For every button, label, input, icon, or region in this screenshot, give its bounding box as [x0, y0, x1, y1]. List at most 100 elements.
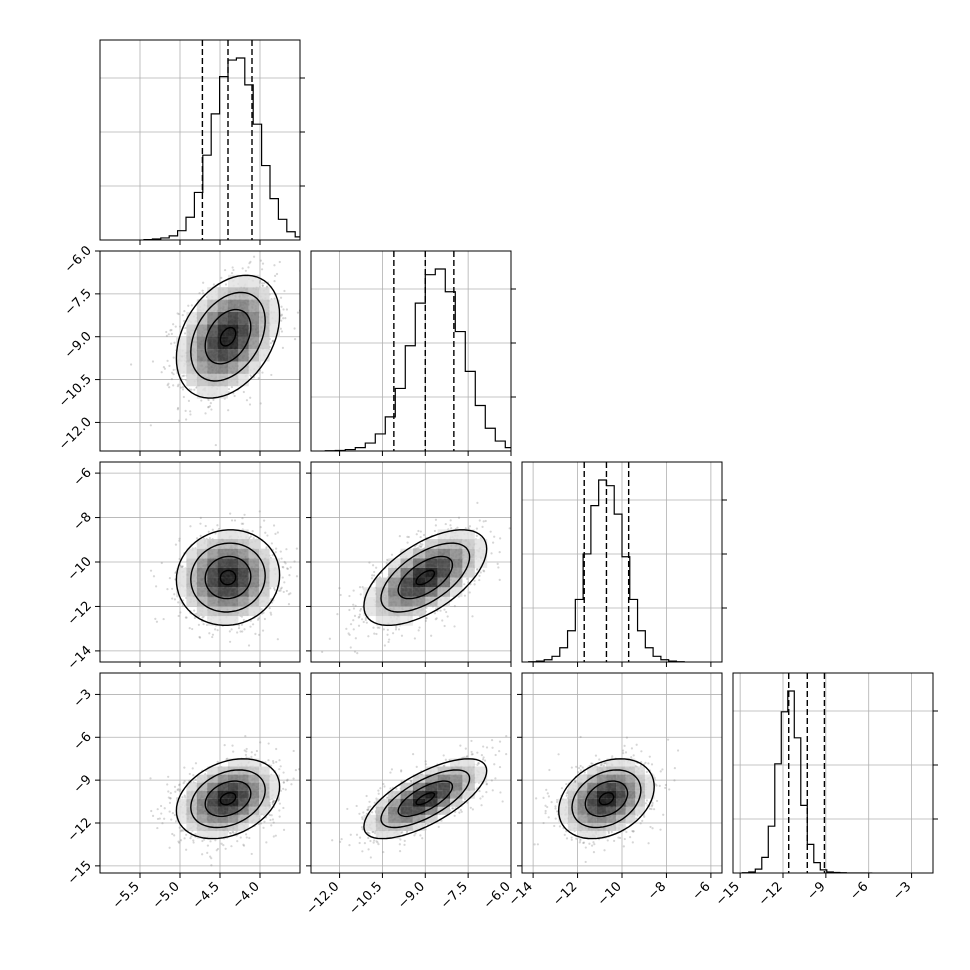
sample-point: [518, 527, 520, 529]
sample-point: [262, 611, 265, 614]
histogram-frame: [732, 672, 934, 874]
sample-point: [345, 627, 348, 630]
sample-point: [271, 340, 274, 343]
density-cell: [462, 567, 475, 578]
density-cell: [259, 548, 270, 559]
sample-point: [228, 630, 231, 633]
density-cell: [228, 616, 239, 626]
sample-point: [279, 550, 282, 553]
density-cell: [248, 548, 260, 559]
sample-point: [227, 409, 230, 412]
sample-point: [471, 615, 474, 618]
histogram-frame: [99, 39, 301, 241]
sample-point: [216, 629, 219, 632]
density-cell: [228, 311, 239, 325]
sample-point: [481, 525, 484, 528]
sample-point: [274, 551, 277, 554]
density-cell: [238, 529, 249, 540]
sample-point: [227, 391, 230, 394]
sample-point: [165, 334, 168, 337]
density-cell: [269, 567, 280, 578]
density-cell: [437, 577, 451, 588]
density-cell: [196, 567, 208, 578]
density-cell: [228, 336, 239, 350]
sample-point: [352, 619, 355, 622]
scatter-panel-2-0: [99, 461, 301, 663]
sample-point: [181, 386, 185, 389]
sample-point: [386, 633, 389, 636]
sample-point: [270, 824, 273, 827]
sample-point: [202, 537, 205, 540]
sample-point: [439, 609, 442, 612]
sample-point: [293, 338, 297, 341]
sample-point: [478, 578, 481, 582]
sample-point: [278, 589, 281, 592]
sample-point: [387, 640, 390, 644]
sample-point: [274, 532, 277, 535]
density-cell: [248, 287, 260, 300]
sample-point: [194, 832, 197, 836]
sample-point: [170, 818, 173, 821]
density-cell: [238, 539, 249, 549]
sample-point: [284, 316, 287, 320]
density-cell: [248, 587, 260, 597]
sample-point: [371, 564, 375, 567]
density-cell: [474, 558, 488, 568]
sample-point: [182, 782, 185, 785]
sample-point: [273, 264, 276, 267]
sample-point: [415, 533, 418, 536]
density-cell: [186, 361, 197, 374]
sample-point: [352, 628, 355, 631]
density-cell: [388, 616, 401, 626]
sample-point: [279, 296, 283, 299]
sample-point: [421, 543, 424, 546]
density-cell: [388, 587, 401, 597]
sample-point: [207, 405, 210, 409]
density-cell: [259, 558, 270, 568]
contour-level-2: [204, 555, 252, 600]
density-cell: [437, 596, 451, 607]
sample-point: [376, 626, 379, 629]
sample-point: [328, 637, 331, 640]
sample-point: [162, 617, 165, 621]
sample-point: [207, 398, 210, 402]
sample-point: [348, 633, 351, 636]
sample-point: [176, 385, 180, 388]
density-cell: [238, 311, 249, 325]
sample-point: [163, 807, 166, 810]
sample-point: [270, 613, 273, 616]
density-cell: [217, 349, 228, 362]
sample-point: [422, 533, 426, 537]
sample-point: [240, 623, 244, 626]
density-cell: [207, 616, 218, 626]
density-cell: [412, 567, 426, 578]
density-cell: [207, 373, 218, 387]
density-cell: [238, 596, 249, 607]
y-tick-label: −10.5: [56, 372, 95, 411]
sample-point: [478, 519, 481, 522]
density-cell: [450, 567, 463, 578]
sample-point: [279, 327, 282, 330]
sample-point: [277, 798, 281, 801]
sample-point: [391, 632, 395, 635]
sample-point: [176, 408, 179, 411]
sample-point: [293, 327, 296, 330]
sample-point: [395, 626, 398, 629]
sample-point: [207, 406, 210, 409]
y-tick-label: −6: [71, 465, 95, 489]
sample-point: [259, 525, 262, 529]
sample-point: [230, 271, 234, 275]
sample-point: [371, 574, 374, 577]
sample-point: [479, 571, 482, 574]
sample-point: [271, 339, 275, 342]
sample-point: [282, 317, 285, 320]
sample-point: [359, 593, 362, 596]
sample-point: [189, 837, 192, 840]
sample-point: [453, 604, 456, 608]
sample-point: [179, 611, 182, 614]
sample-point: [214, 532, 217, 535]
sample-point: [236, 840, 239, 843]
sample-point: [152, 575, 156, 578]
sample-point: [248, 262, 251, 265]
density-cell: [228, 299, 239, 312]
